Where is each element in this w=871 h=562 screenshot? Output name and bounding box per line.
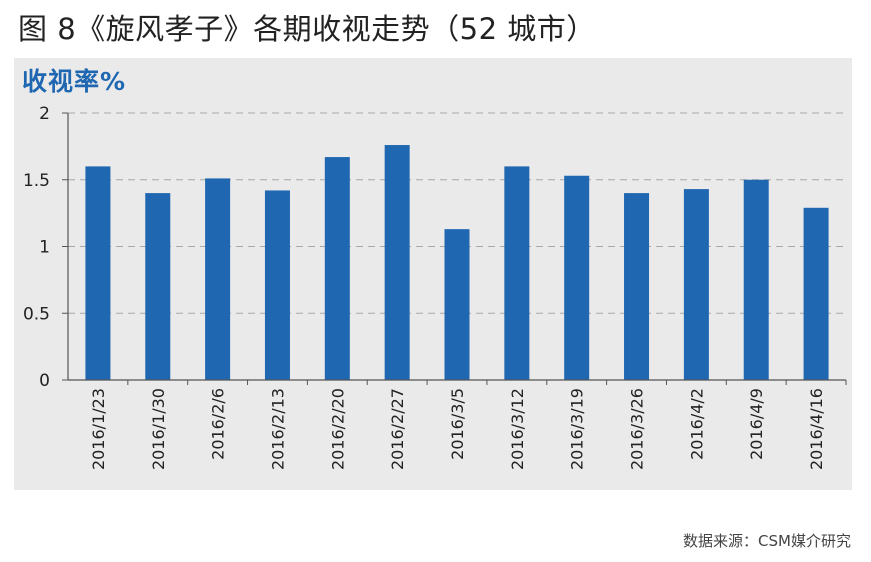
bar (264, 190, 290, 380)
bar (624, 193, 650, 380)
bar (145, 193, 171, 380)
chart-title: 图 8《旋风孝子》各期收视走势（52 城市） (18, 12, 596, 46)
x-tick-label: 2016/2/13 (268, 388, 287, 470)
bar (504, 166, 530, 380)
x-tick-label: 2016/2/20 (328, 388, 347, 470)
x-tick-label: 2016/1/30 (149, 388, 168, 470)
x-tick-labels: 2016/1/23 2016/1/30 2016/2/6 2016/2/13 2016/… (89, 388, 826, 470)
bar (803, 207, 829, 380)
x-tick-label: 2016/3/26 (628, 388, 647, 470)
x-tick-label: 2016/2/6 (209, 388, 228, 460)
x-tick-label: 2016/4/16 (807, 388, 826, 470)
source-note: 数据来源：CSM媒介研究 (683, 532, 851, 550)
x-tick-label: 2016/4/9 (747, 388, 766, 460)
x-tick-label: 2016/2/27 (388, 388, 407, 470)
x-tick-label: 2016/3/19 (568, 388, 587, 470)
bar (444, 229, 470, 380)
bar (384, 145, 410, 380)
x-tick-label: 2016/3/5 (448, 388, 467, 460)
y-tick-label: 2 (39, 104, 50, 124)
y-tick-label: 0 (39, 371, 50, 391)
x-tick-label: 2016/4/2 (687, 388, 706, 460)
y-tick-label: 0.5 (23, 304, 50, 324)
bar (324, 157, 350, 380)
y-tick-labels: 0 0.5 1 1.5 2 (23, 104, 50, 391)
bars (85, 145, 829, 380)
bar (85, 166, 111, 380)
bar (683, 189, 709, 380)
y-axis-label: 收视率% (22, 67, 127, 96)
y-tick-label: 1.5 (23, 171, 50, 191)
bar (205, 178, 231, 380)
axes (62, 112, 847, 385)
x-tick-label: 2016/1/23 (89, 388, 108, 470)
bar (564, 175, 590, 380)
y-tick-label: 1 (39, 238, 50, 258)
x-tick-label: 2016/3/12 (508, 388, 527, 470)
bar (743, 179, 769, 380)
